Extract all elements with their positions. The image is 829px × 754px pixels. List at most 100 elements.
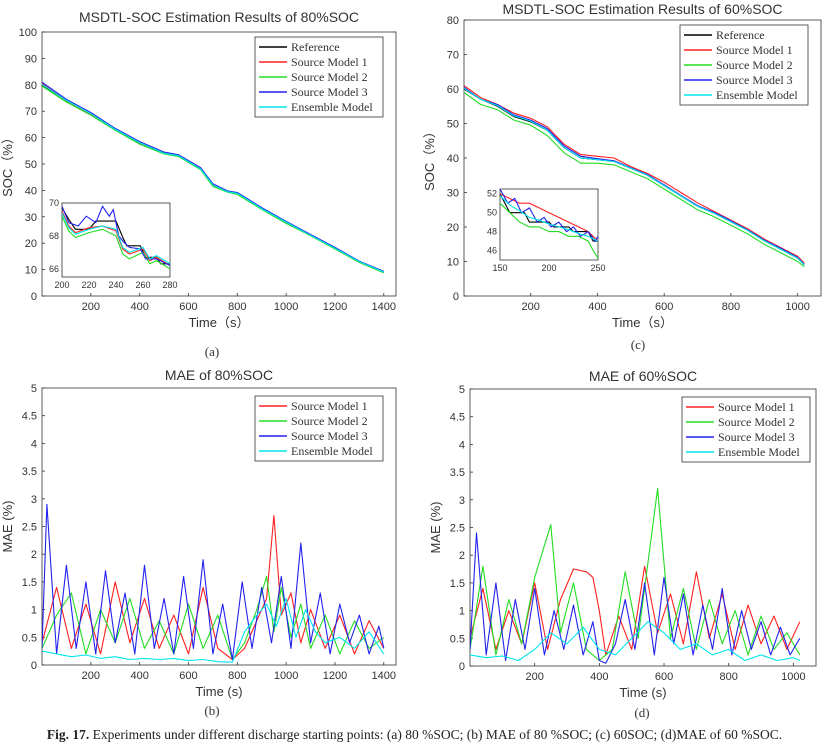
panel-c-inset-x-tick-label: 250 xyxy=(590,263,605,273)
panel-c-y-tick-label: 30 xyxy=(447,188,459,200)
panel-a-inset-y-tick-label: 70 xyxy=(49,198,59,208)
panel-b-legend-box xyxy=(254,395,384,462)
panel-a-y-tick-label: 60 xyxy=(25,133,37,145)
panel-a-inset-series-group xyxy=(62,205,170,270)
panel-a-x-tick-label: 1400 xyxy=(372,301,396,313)
panel-d-y-tick-label: 4.5 xyxy=(450,412,465,424)
panel-a-inset-y-tick-label: 66 xyxy=(49,264,59,274)
panel-d-series-source-model-2 xyxy=(470,488,801,662)
panel-a-title: MSDTL-SOC Estimation Results of 80%SOC xyxy=(79,9,359,25)
panel-d-series-group xyxy=(470,488,801,664)
panel-b-y-tick-label: 0.5 xyxy=(22,632,37,644)
panel-c-series-source-model-2 xyxy=(464,91,805,268)
panel-d-y-tick-label: 0 xyxy=(459,661,465,673)
panel-b-legend-label-source-model-1: Source Model 1 xyxy=(291,399,368,413)
panel-c-inset-y-tick-label: 52 xyxy=(487,189,497,199)
panel-a-y-tick-label: 90 xyxy=(25,53,37,65)
panel-b-y-tick-label: 2.5 xyxy=(22,522,37,534)
panel-c-y-tick-label: 60 xyxy=(447,84,459,96)
panel-a-inset-series-source-model-1 xyxy=(62,210,170,266)
panel-d-y-tick-label: 4 xyxy=(459,439,465,451)
panel-d-y-tick-label: 1 xyxy=(459,606,465,618)
panel-d-x-tick-label: 400 xyxy=(590,671,608,683)
panel-b-x-tick-label: 1200 xyxy=(323,670,347,682)
panel-d-y-tick-label: 0.5 xyxy=(450,633,465,645)
panel-c: MSDTL-SOC Estimation Results of 60%SOC 20… xyxy=(422,1,822,330)
panel-d-legend-label-source-model-3: Source Model 3 xyxy=(718,430,795,444)
panel-c-x-tick-label: 800 xyxy=(722,301,740,313)
panel-b-y-tick-label: 3 xyxy=(31,494,37,506)
panel-a-y-tick-label: 0 xyxy=(31,291,37,303)
panel-a-y-axis-label: SOC（%） xyxy=(0,131,15,197)
panel-d-legend-box xyxy=(681,396,811,463)
panel-a-legend-label-source-model-3: Source Model 3 xyxy=(291,85,368,99)
panel-c-legend-label-ensemble-model: Ensemble Model xyxy=(716,88,798,102)
panel-a-y-tick-label: 70 xyxy=(25,106,37,118)
panel-c-inset-series-ensemble-model xyxy=(500,195,598,242)
panel-d-x-tick-label: 600 xyxy=(655,671,673,683)
panel-b-series-source-model-2 xyxy=(42,575,385,661)
panel-a-x-tick-label: 1200 xyxy=(323,301,347,313)
panel-c-title: MSDTL-SOC Estimation Results of 60%SOC xyxy=(502,1,782,17)
panel-a-x-tick-label: 600 xyxy=(179,301,197,313)
panel-b-y-tick-label: 3.5 xyxy=(22,466,37,478)
panel-c-inset-x-tick-label: 200 xyxy=(541,263,556,273)
panel-c-legend-label-source-model-2: Source Model 2 xyxy=(716,58,793,72)
caption-label: Fig. 17. xyxy=(46,727,90,742)
panel-d-series-source-model-3 xyxy=(470,532,801,664)
caption-text: Experiments under different discharge st… xyxy=(92,727,783,742)
panel-c-x-axis-label: Time（s） xyxy=(612,315,673,330)
panel-a-inset-series-ensemble-model xyxy=(62,212,170,265)
panel-c-inset-y-tick-label: 50 xyxy=(487,208,497,218)
panel-d-legend-label-source-model-2: Source Model 2 xyxy=(718,415,795,429)
panel-label-c: (c) xyxy=(631,337,645,352)
panel-b-y-tick-label: 5 xyxy=(31,383,37,395)
panel-label-a: (a) xyxy=(205,344,219,359)
panel-b-y-tick-label: 1 xyxy=(31,605,37,617)
figure-caption: Fig. 17. Experiments under different dis… xyxy=(0,727,829,743)
panel-a-inset-box xyxy=(61,202,171,278)
panel-d-legend-label-source-model-1: Source Model 1 xyxy=(718,400,795,414)
panel-a-x-axis-label: Time（s） xyxy=(189,315,250,330)
panel-a-legend-label-reference: Reference xyxy=(291,40,340,54)
panel-b-x-tick-label: 800 xyxy=(228,670,246,682)
panel-b-legend-label-source-model-3: Source Model 3 xyxy=(291,429,368,443)
panel-a-series-ensemble-model xyxy=(42,83,385,273)
panel-a-inset-series-source-model-2 xyxy=(62,215,170,270)
panel-d-series-ensemble-model xyxy=(470,621,801,662)
panel-a-y-tick-label: 50 xyxy=(25,159,37,171)
panel-b-series-group xyxy=(42,503,385,663)
panel-d-y-tick-label: 5 xyxy=(459,384,465,396)
panel-c-x-tick-label: 200 xyxy=(522,301,540,313)
panel-b-x-tick-label: 1400 xyxy=(372,670,396,682)
panel-c-inset-y-tick-label: 48 xyxy=(487,227,497,237)
panel-d-x-axis-label: Time (s) xyxy=(619,685,666,700)
panel-d-title: MAE of 60%SOC xyxy=(589,368,697,384)
panel-c-legend-label-source-model-3: Source Model 3 xyxy=(716,73,793,87)
panel-b-y-axis-label: MAE (%) xyxy=(0,501,15,553)
panel-b-x-tick-label: 400 xyxy=(130,670,148,682)
panel-c-inset-x-tick-label: 150 xyxy=(492,263,507,273)
panel-c-y-tick-label: 70 xyxy=(447,50,459,62)
panel-b-x-tick-label: 600 xyxy=(179,670,197,682)
panel-a-inset-x-tick-label: 280 xyxy=(162,280,177,290)
panel-c-series-source-model-1 xyxy=(464,85,805,264)
panel-a-inset-x-tick-label: 200 xyxy=(54,280,69,290)
panel-a-legend-label-source-model-2: Source Model 2 xyxy=(291,70,368,84)
panel-b-legend-label-ensemble-model: Ensemble Model xyxy=(291,444,373,458)
panel-c-y-tick-label: 80 xyxy=(447,15,459,27)
panel-c-y-tick-label: 0 xyxy=(453,291,459,303)
panel-c-x-tick-label: 1000 xyxy=(785,301,809,313)
panel-c-inset-y-tick-label: 46 xyxy=(487,246,497,256)
panel-c-y-tick-label: 20 xyxy=(447,222,459,234)
panel-d-x-tick-label: 800 xyxy=(720,671,738,683)
panel-c-y-tick-label: 40 xyxy=(447,153,459,165)
panel-a-inset-x-tick-label: 220 xyxy=(81,280,96,290)
panel-a-y-tick-label: 30 xyxy=(25,212,37,224)
panel-d: MAE of 60%SOC 200 400 600 800 1000 0 0.5 1 1.5 2 2.… xyxy=(428,368,817,700)
panel-b-title: MAE of 80%SOC xyxy=(165,367,273,383)
panel-d-y-tick-label: 3 xyxy=(459,495,465,507)
panel-a-y-tick-label: 80 xyxy=(25,80,37,92)
